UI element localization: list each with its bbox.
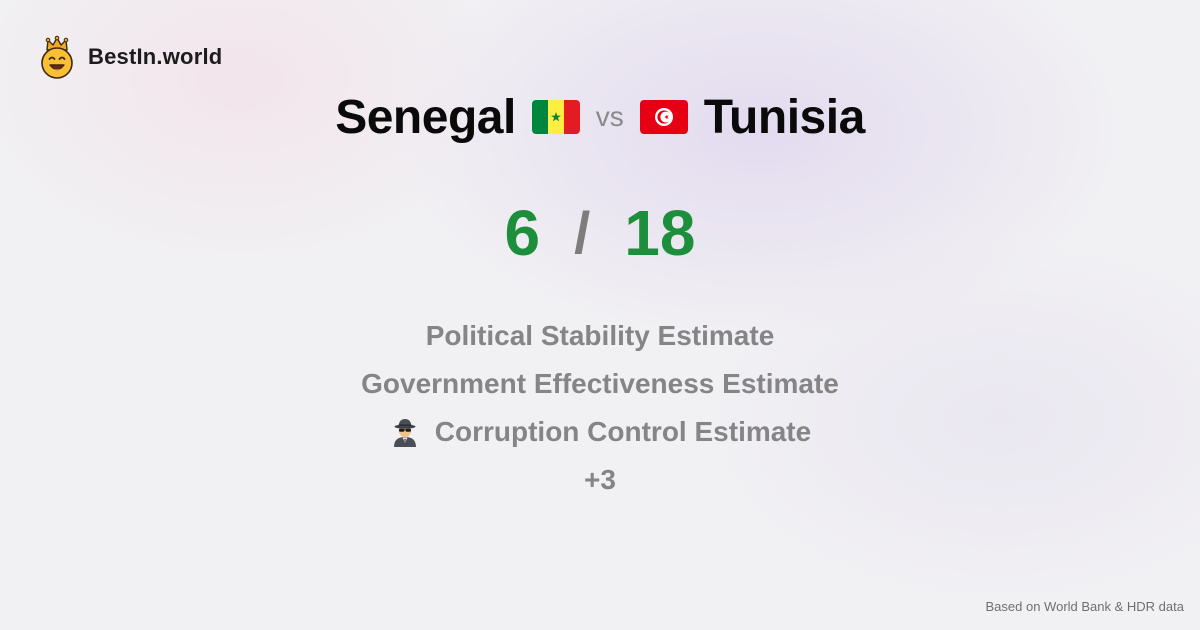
tunisia-flag-icon [639, 100, 688, 134]
metric-label: Corruption Control Estimate [434, 416, 812, 447]
brand-header[interactable]: BestIn.world [38, 35, 223, 79]
score-display: 6 / 18 [0, 196, 1200, 270]
data-source-note: Based on World Bank & HDR data [985, 599, 1184, 614]
metric-item: Corruption Control Estimate [389, 408, 811, 456]
left-score: 6 [504, 197, 541, 269]
crowned-smiley-icon [38, 35, 76, 79]
right-score: 18 [624, 197, 696, 269]
brand-name[interactable]: BestIn.world [88, 44, 223, 69]
metrics-list: Political Stability Estimate Government … [0, 312, 1200, 504]
metric-item: Government Effectiveness Estimate [361, 360, 839, 408]
score-separator: / [574, 200, 591, 266]
metric-item: Political Stability Estimate [426, 312, 775, 360]
right-country-name: Tunisia [703, 90, 865, 144]
senegal-flag-icon [531, 100, 580, 134]
metric-label: Government Effectiveness Estimate [361, 368, 839, 399]
spy-detective-icon [389, 416, 421, 448]
metric-label: Political Stability Estimate [425, 320, 775, 351]
more-label[interactable]: +3 [584, 464, 616, 495]
more-metrics-count[interactable]: +3 [584, 456, 616, 504]
vs-label: vs [595, 101, 624, 132]
left-country-name: Senegal [335, 90, 516, 144]
comparison-title: Senegal vs Tunisia [0, 86, 1200, 148]
